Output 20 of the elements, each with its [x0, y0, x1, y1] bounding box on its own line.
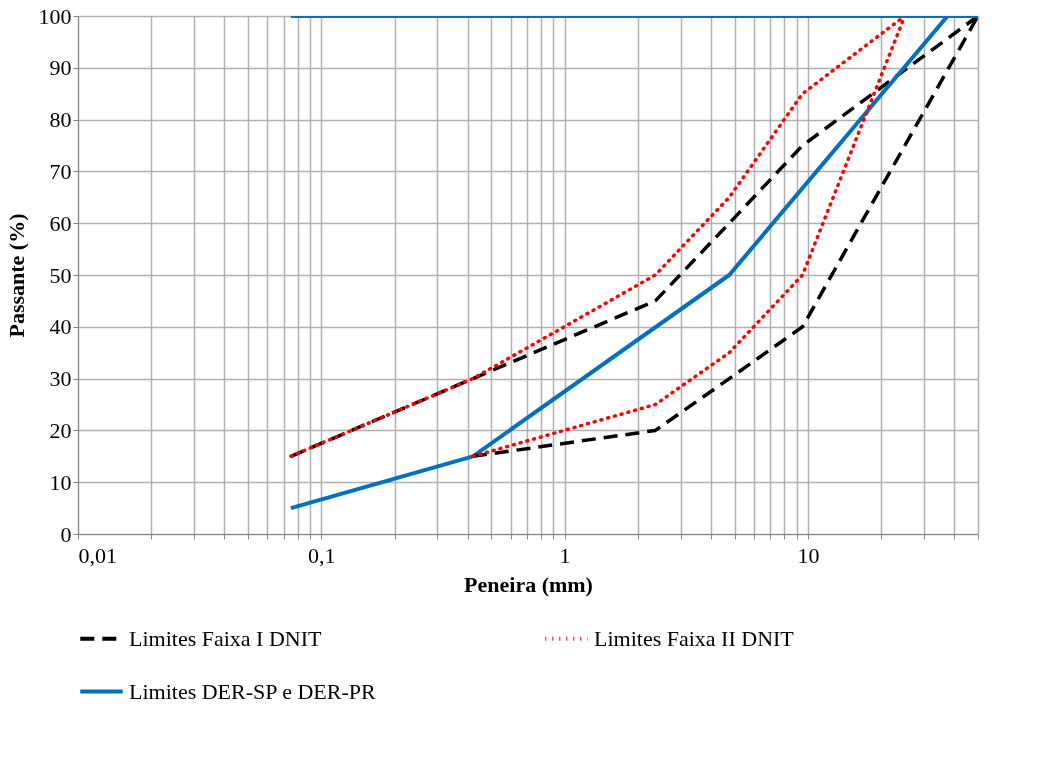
y-axis-title: Passante (%) [3, 213, 29, 338]
y-tick-label: 70 [49, 158, 72, 184]
y-tick-label: 20 [49, 417, 72, 443]
y-tick-label: 80 [49, 107, 72, 133]
y-tick-label: 90 [49, 55, 72, 81]
y-tick-label: 100 [38, 3, 72, 29]
legend-label: Limites Faixa I DNIT [129, 625, 323, 651]
y-tick-label: 60 [49, 210, 72, 236]
y-tick-label: 10 [49, 469, 72, 495]
legend-label: Limites DER-SP e DER-PR [129, 678, 377, 704]
y-tick-label: 40 [49, 314, 72, 340]
x-tick-label: 0,01 [78, 542, 117, 568]
x-tick-label: 10 [797, 542, 820, 568]
x-tick-label: 1 [559, 542, 571, 568]
legend-label: Limites Faixa II DNIT [594, 625, 795, 651]
y-tick-label: 50 [49, 262, 72, 288]
y-tick-label: 30 [49, 366, 72, 392]
x-axis-title: Peneira (mm) [464, 571, 593, 597]
x-tick-label: 0,1 [308, 542, 336, 568]
y-tick-label: 0 [60, 521, 72, 547]
